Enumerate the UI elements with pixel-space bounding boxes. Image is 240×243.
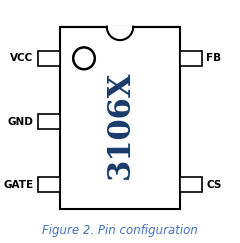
Text: VCC: VCC [10,53,34,63]
Bar [38,177,60,192]
Bar [180,51,202,66]
Text: 3106X: 3106X [104,71,136,179]
Text: GATE: GATE [3,180,34,190]
Text: CS: CS [206,180,222,190]
Text: Figure 2. Pin configuration: Figure 2. Pin configuration [42,224,198,237]
Bar [180,177,202,192]
Bar [38,114,60,129]
Text: FB: FB [206,53,222,63]
Bar [60,27,180,209]
Circle shape [73,47,95,69]
Text: GND: GND [8,116,34,127]
Bar [38,51,60,66]
